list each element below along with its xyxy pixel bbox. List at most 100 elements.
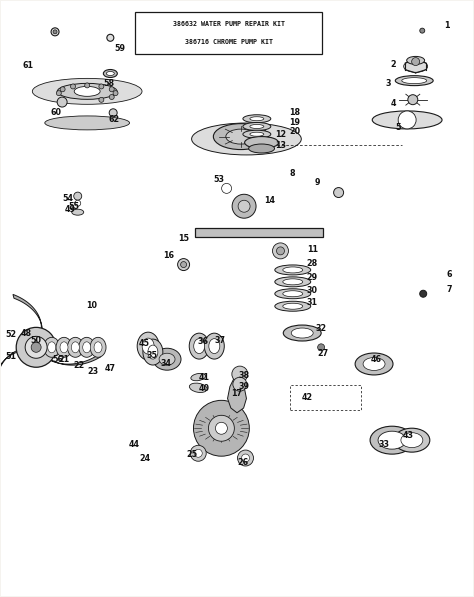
Circle shape [109, 87, 114, 92]
Polygon shape [0, 347, 36, 391]
Ellipse shape [83, 342, 91, 353]
Ellipse shape [355, 353, 393, 375]
Ellipse shape [103, 69, 118, 78]
Text: 41: 41 [199, 373, 210, 382]
Polygon shape [56, 93, 118, 126]
Ellipse shape [250, 117, 264, 121]
Circle shape [56, 91, 61, 96]
Circle shape [398, 111, 416, 129]
Polygon shape [228, 377, 246, 413]
Ellipse shape [243, 130, 271, 138]
Ellipse shape [143, 339, 163, 365]
Text: 51: 51 [6, 352, 17, 361]
Text: 42: 42 [301, 393, 312, 402]
Ellipse shape [250, 132, 264, 136]
Ellipse shape [94, 342, 102, 353]
Circle shape [53, 30, 57, 34]
Ellipse shape [72, 209, 84, 215]
Text: 6: 6 [447, 270, 452, 279]
Ellipse shape [275, 289, 311, 298]
Circle shape [60, 87, 65, 92]
Circle shape [178, 259, 190, 270]
Text: 48: 48 [21, 328, 32, 337]
Circle shape [233, 377, 247, 391]
Ellipse shape [283, 303, 303, 309]
Text: 59: 59 [114, 44, 125, 53]
Ellipse shape [148, 345, 158, 359]
Ellipse shape [57, 84, 117, 99]
Text: 49: 49 [65, 205, 76, 214]
Ellipse shape [243, 115, 271, 123]
Circle shape [215, 422, 228, 434]
Ellipse shape [407, 56, 425, 64]
Text: 36: 36 [198, 337, 209, 346]
Text: 3: 3 [385, 79, 391, 88]
Text: 24: 24 [139, 454, 150, 463]
Text: 1: 1 [445, 21, 450, 30]
Ellipse shape [60, 342, 68, 353]
Text: 2: 2 [390, 60, 396, 69]
Ellipse shape [44, 337, 60, 357]
Text: 53: 53 [214, 175, 225, 184]
Text: 7: 7 [447, 285, 452, 294]
Text: 16: 16 [163, 251, 174, 260]
Circle shape [408, 95, 418, 104]
Text: 22: 22 [73, 361, 84, 370]
Polygon shape [13, 294, 42, 347]
Ellipse shape [153, 348, 181, 370]
Text: 39: 39 [238, 382, 250, 391]
Ellipse shape [283, 279, 303, 285]
Circle shape [51, 28, 59, 36]
Circle shape [237, 450, 254, 466]
Circle shape [85, 83, 90, 88]
Text: 4: 4 [390, 99, 396, 107]
Ellipse shape [372, 111, 442, 129]
Circle shape [107, 34, 114, 41]
Ellipse shape [90, 337, 106, 357]
Circle shape [31, 342, 41, 352]
Ellipse shape [191, 373, 206, 381]
Text: 25: 25 [187, 450, 198, 459]
Ellipse shape [283, 291, 303, 297]
Ellipse shape [370, 426, 414, 454]
Ellipse shape [190, 383, 207, 392]
Circle shape [238, 200, 250, 212]
Ellipse shape [394, 428, 430, 452]
Circle shape [276, 247, 284, 255]
Text: 30: 30 [306, 286, 317, 295]
Circle shape [193, 401, 249, 456]
Text: 58: 58 [103, 79, 114, 88]
Text: 9: 9 [315, 178, 320, 187]
Ellipse shape [213, 124, 268, 150]
Circle shape [16, 327, 56, 367]
Ellipse shape [159, 353, 175, 365]
Circle shape [99, 97, 104, 102]
Circle shape [25, 336, 47, 358]
Ellipse shape [378, 431, 406, 449]
Ellipse shape [401, 433, 423, 448]
Text: 23: 23 [88, 367, 99, 376]
Text: 386632 WATER PUMP REPAIR KIT: 386632 WATER PUMP REPAIR KIT [173, 21, 285, 27]
Ellipse shape [291, 328, 313, 338]
Polygon shape [200, 145, 288, 312]
Circle shape [242, 454, 249, 462]
Circle shape [75, 200, 81, 206]
Circle shape [222, 183, 232, 193]
Text: 38: 38 [238, 371, 250, 380]
Text: 61: 61 [23, 61, 34, 70]
Text: 21: 21 [58, 355, 70, 364]
Circle shape [113, 91, 118, 96]
Text: 43: 43 [402, 431, 414, 440]
Circle shape [190, 445, 206, 461]
Ellipse shape [22, 77, 152, 109]
Text: 44: 44 [129, 440, 140, 449]
Text: 15: 15 [179, 235, 190, 244]
Text: 20: 20 [290, 127, 301, 136]
Text: 27: 27 [318, 349, 328, 358]
Circle shape [232, 194, 256, 218]
Ellipse shape [56, 337, 72, 357]
Text: 10: 10 [86, 301, 98, 310]
Circle shape [209, 416, 234, 441]
Text: 60: 60 [51, 108, 62, 117]
Polygon shape [36, 347, 101, 365]
